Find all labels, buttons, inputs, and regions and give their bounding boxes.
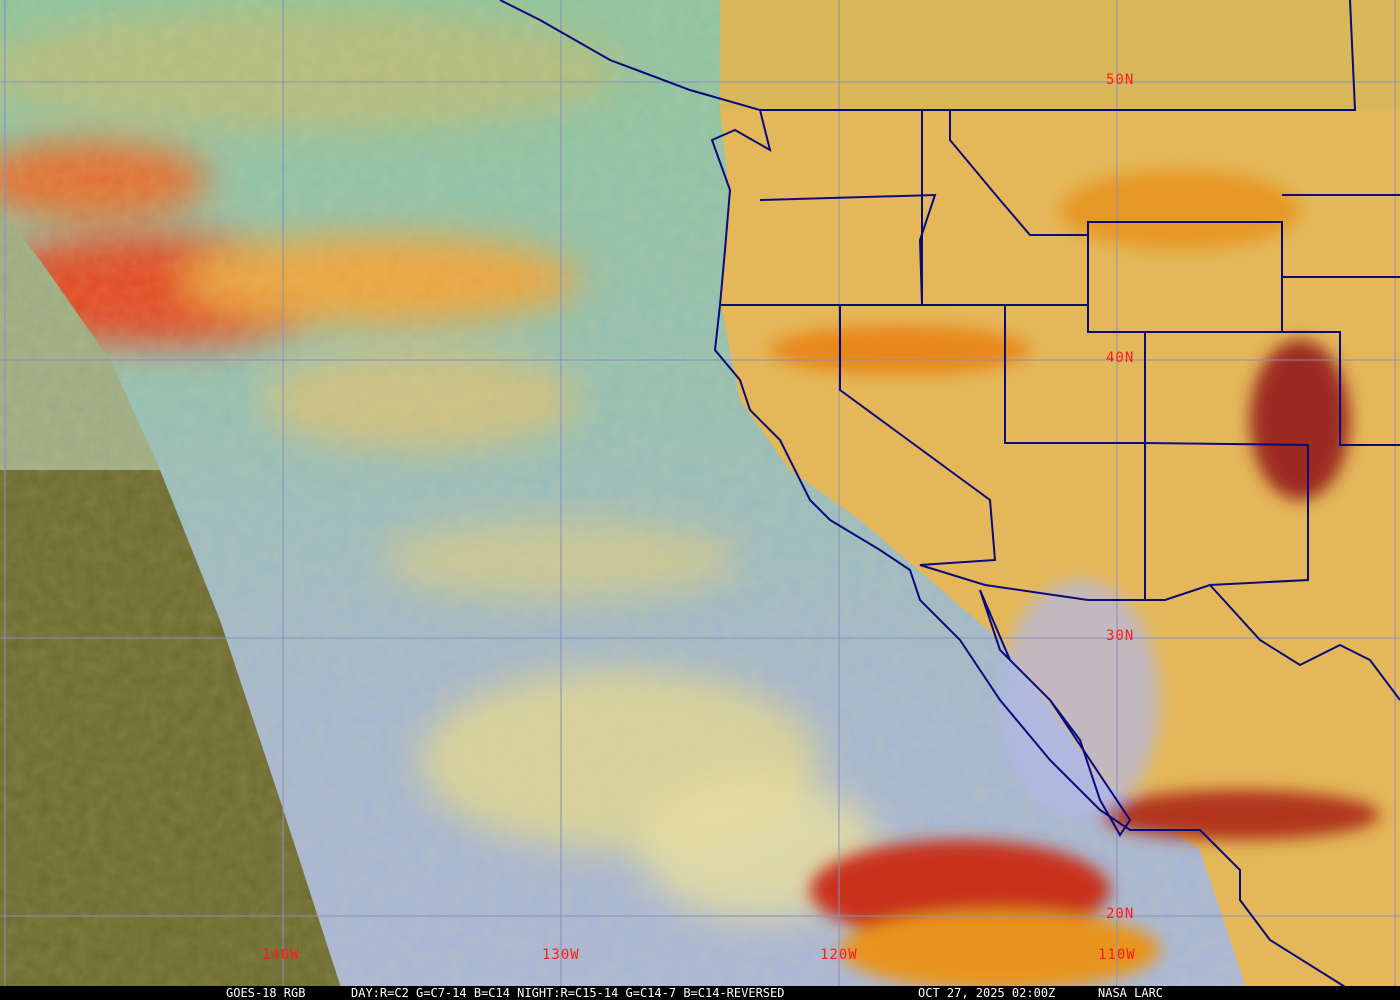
lon-label-130w: 130W [542,947,580,963]
lon-label-120w: 120W [820,947,858,963]
caption-product: GOES-18 RGB [226,986,306,1000]
image-caption-bar: GOES-18 RGB DAY:R=C2 G=C7-14 B=C14 NIGHT… [0,986,1400,1000]
lon-label-110w: 110W [1098,947,1136,963]
lat-label-30n: 30N [1106,628,1135,644]
caption-credit: NASA LARC [1098,986,1164,1000]
caption-recipe: DAY:R=C2 G=C7-14 B=C14 NIGHT:R=C15-14 G=… [351,986,785,1000]
lat-label-40n: 40N [1106,350,1135,366]
lat-label-20n: 20N [1106,906,1135,922]
coastlines-and-borders [499,0,1400,991]
lat-label-50n: 50N [1106,72,1135,88]
lon-label-140w: 140W [262,947,300,963]
caption-datetime: OCT 27, 2025 02:00Z [918,986,1056,1000]
